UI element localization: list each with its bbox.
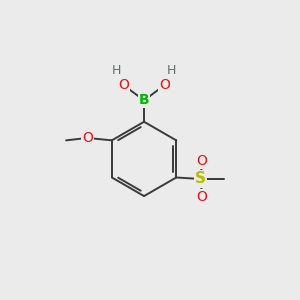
Text: O: O [118,78,129,92]
Text: O: O [197,190,208,204]
Text: H: H [167,64,176,77]
Text: O: O [82,131,93,145]
Text: S: S [195,172,206,187]
Text: H: H [112,64,122,77]
Text: B: B [139,93,149,107]
Text: O: O [159,78,170,92]
Text: O: O [197,154,208,168]
